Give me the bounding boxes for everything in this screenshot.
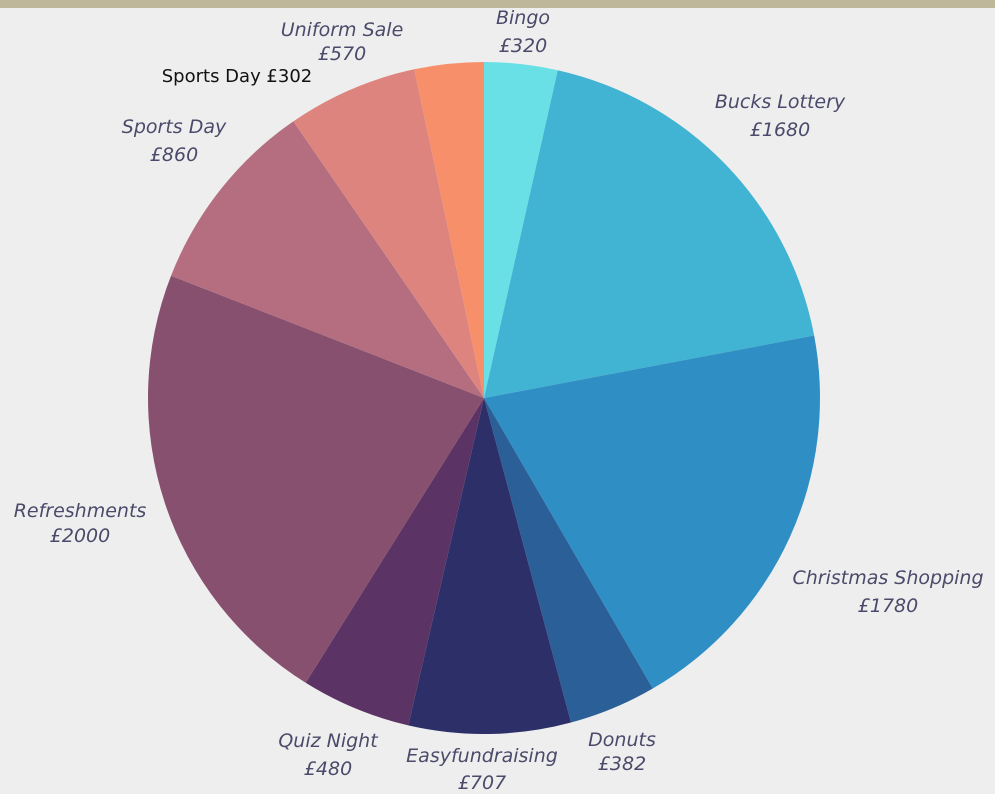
slice-annotation-sports-day-302: Sports Day £302 xyxy=(162,66,313,87)
pie-slice-donuts-382 xyxy=(484,398,653,723)
pie-slice-easyfundraising-707 xyxy=(408,398,571,734)
pie-slice-christmas-shopping-1780 xyxy=(484,335,820,689)
slice-value-donuts: £382 xyxy=(598,753,646,775)
slice-value-refreshments: £2000 xyxy=(50,525,110,547)
pie-slice-uniform-sale-570 xyxy=(293,69,484,398)
slice-label-easyfundraising: Easyfundraising xyxy=(406,745,558,767)
slice-label-sports-day: Sports Day xyxy=(122,116,227,138)
slice-label-bucks-lottery: Bucks Lottery xyxy=(715,91,846,113)
top-band xyxy=(0,0,995,8)
slice-value-bingo: £320 xyxy=(499,35,547,57)
slice-value-quiz-night: £480 xyxy=(304,758,352,780)
slice-value-sports-day: £860 xyxy=(150,144,198,166)
slice-value-bucks-lottery: £1680 xyxy=(750,119,810,141)
slice-label-christmas-shopping: Christmas Shopping xyxy=(792,567,983,589)
pie-slice-quiz-night-480 xyxy=(305,398,484,726)
slice-label-refreshments: Refreshments xyxy=(14,500,147,522)
slice-label-donuts: Donuts xyxy=(588,729,656,751)
slice-label-bingo: Bingo xyxy=(496,7,550,29)
pie-slice-refreshments-2000 xyxy=(147,275,484,683)
pie-slice-bucks-lottery-1680 xyxy=(484,70,815,398)
slice-value-uniform-sale: £570 xyxy=(318,43,366,65)
pie-labels: Bingo £320 Bucks Lottery £1680 Christmas… xyxy=(14,7,984,794)
slice-value-easyfundraising: £707 xyxy=(458,772,506,794)
pie-slice-sports-day-860 xyxy=(171,121,484,398)
slice-label-uniform-sale: Uniform Sale xyxy=(281,19,404,41)
pie-slice-sports-day-302 xyxy=(414,62,484,398)
slice-value-christmas-shopping: £1780 xyxy=(858,595,918,617)
pie-slices xyxy=(147,62,820,734)
slice-label-quiz-night: Quiz Night xyxy=(278,730,379,752)
pie-slice-bingo-320 xyxy=(484,62,558,398)
